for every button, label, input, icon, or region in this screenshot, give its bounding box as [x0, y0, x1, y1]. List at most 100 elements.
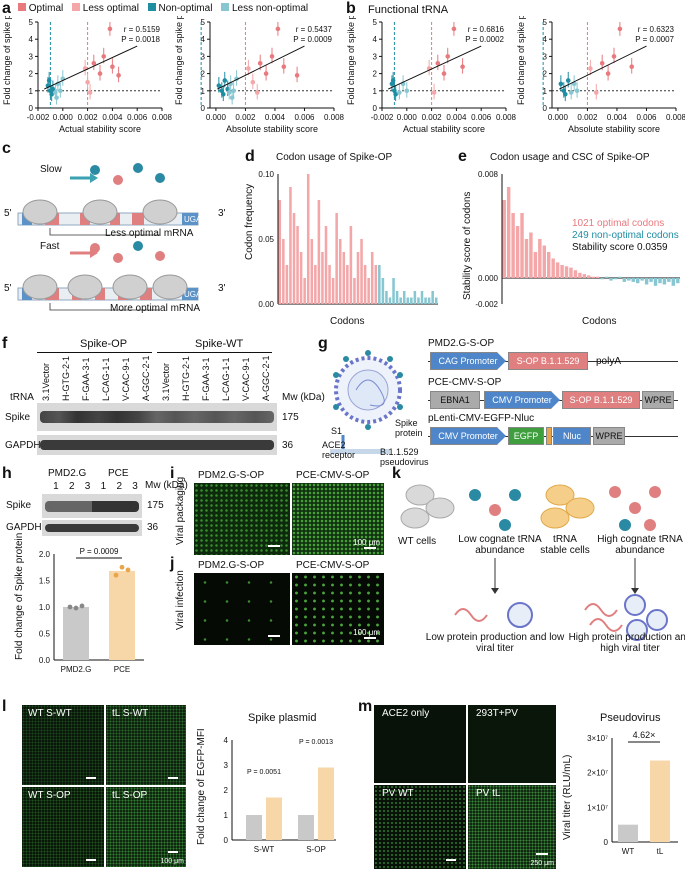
micro-label-m3: PV WT	[382, 788, 414, 799]
y-tick-label: 0	[224, 836, 229, 845]
scatter-point	[107, 26, 113, 32]
bar	[631, 278, 635, 282]
bar	[511, 213, 515, 278]
micro-label-m1: ACE2 only	[382, 708, 430, 719]
polya: polyA	[596, 356, 622, 367]
bar	[431, 291, 434, 304]
bar	[338, 239, 342, 304]
cell-diagram	[400, 484, 668, 641]
bar	[349, 226, 353, 304]
x-tick-label: 0.004	[446, 113, 467, 122]
bar	[520, 213, 524, 278]
construct-2-name: PCE-CMV-S-OP	[428, 377, 502, 388]
bar-chart-m: 3×10⁷ 2×10⁷ 1×10⁷ 0 WT tL 4.62×	[587, 730, 678, 856]
mrna-top	[17, 199, 199, 226]
micrograph-m-2: 293T+PV	[468, 705, 556, 783]
y-tick-label: 1.0	[39, 603, 51, 612]
scatter-b-right: 0 1 2 3 4 5 0.000 0.002 0.004 0.006 0.008 Absolute …	[516, 16, 685, 134]
y-tick-label: 5	[201, 18, 206, 27]
lane-label: L-CAG-1-1	[221, 357, 231, 401]
bar	[360, 239, 363, 304]
bar	[420, 291, 424, 304]
y-tick-label: 0.00	[258, 300, 274, 309]
legend-swatch-non-optimal	[147, 3, 156, 11]
bar	[285, 265, 289, 304]
legend: Optimal Less optimal Non-optimal Less no…	[18, 3, 358, 14]
scale-label-j: 100 μm	[353, 628, 380, 637]
bar	[406, 297, 410, 304]
label-mw: Mw (kDa)	[282, 392, 325, 403]
kda-36-h: 36	[147, 522, 159, 533]
bar	[427, 297, 431, 304]
bar	[310, 239, 314, 304]
stable-cells	[540, 484, 595, 529]
scatter-a-right: 0 1 2 3 4 5 0.000 0.002 0.004 0.006 0.008 Absolute …	[174, 16, 344, 134]
x-tick-label: 0.006	[636, 113, 657, 122]
scatter-point	[269, 54, 275, 59]
y-tick-label: 2	[29, 70, 34, 79]
scatter-point	[216, 83, 222, 88]
y-tick-label: 3	[29, 52, 34, 61]
x-tick-label: PMD2.G	[61, 665, 92, 674]
r-value: r = 0.5159	[124, 25, 161, 34]
group-spike-wt: Spike-WT	[195, 338, 244, 350]
label-ace2: ACE2 receptor	[322, 440, 356, 460]
bar	[346, 265, 349, 304]
y-tick-label: 0	[201, 104, 206, 113]
bar	[296, 226, 299, 304]
label-five-bottom: 5'	[4, 283, 12, 294]
bar	[282, 239, 285, 304]
panel-j-side: Viral infection	[175, 570, 186, 630]
panel-letter-i: i	[170, 465, 175, 482]
trna-icons-top	[90, 163, 165, 185]
y-axis-label: Fold change of spike protein	[174, 16, 184, 105]
bar	[595, 276, 600, 278]
bar	[547, 252, 551, 278]
bar	[318, 767, 334, 840]
y-tick-label: 5	[543, 18, 548, 27]
data-point	[119, 564, 125, 570]
lane-number: 2	[116, 481, 122, 492]
label-wt-cells: WT cells	[398, 536, 437, 547]
panel-letter-c: c	[2, 140, 11, 157]
lane-number: 2	[68, 481, 75, 492]
bar-chart-e: 0.008 0.000 -0.002	[475, 170, 680, 309]
x-tick-label: 0.004	[265, 113, 286, 122]
bar	[353, 278, 356, 304]
x-tick-label: 0.004	[102, 113, 123, 122]
bar	[613, 278, 618, 280]
bar	[356, 252, 360, 304]
trna-low	[469, 489, 521, 531]
x-tick-label: 0.008	[152, 113, 172, 122]
y-tick-label: 2	[373, 70, 378, 79]
scatter-point	[588, 66, 593, 71]
bar	[627, 278, 631, 281]
panel-e-ylabel: Stability score of codons	[462, 191, 473, 300]
p-value: P = 0.0007	[635, 35, 674, 44]
y-tick-label: 0.5	[39, 630, 51, 639]
micro-label-l2: tL S-WT	[112, 708, 149, 719]
scatter-point	[97, 71, 103, 76]
kda-36: 36	[282, 440, 294, 451]
label-fast: Fast	[40, 241, 60, 252]
y-axis-label: Fold change of spike protein	[2, 16, 12, 105]
bar	[587, 275, 591, 278]
legend-non-optimal-codons: 249 non-optimal codons	[572, 230, 679, 241]
cmv-promoter-2: CMV Promoter	[430, 427, 506, 445]
legend-non-optimal: Non-optimal	[158, 3, 213, 14]
bar-chart-d: 0.10 0.05 0.00	[258, 170, 438, 309]
scatter-point	[85, 79, 90, 85]
bar	[317, 200, 321, 304]
label-gapdh-h: GAPDH	[6, 522, 42, 533]
bar	[636, 278, 640, 284]
bar	[542, 245, 546, 278]
y-tick-label: 5	[373, 18, 378, 27]
y-tick-label: 4	[373, 35, 378, 44]
bar	[292, 213, 296, 304]
scatter-point	[599, 60, 605, 66]
label-spike-protein: Spike protein	[395, 418, 423, 438]
bar	[374, 265, 378, 304]
bar	[524, 239, 529, 278]
micro-label-l1: WT S-WT	[28, 708, 72, 719]
legend-swatch-less-optimal	[72, 3, 81, 11]
